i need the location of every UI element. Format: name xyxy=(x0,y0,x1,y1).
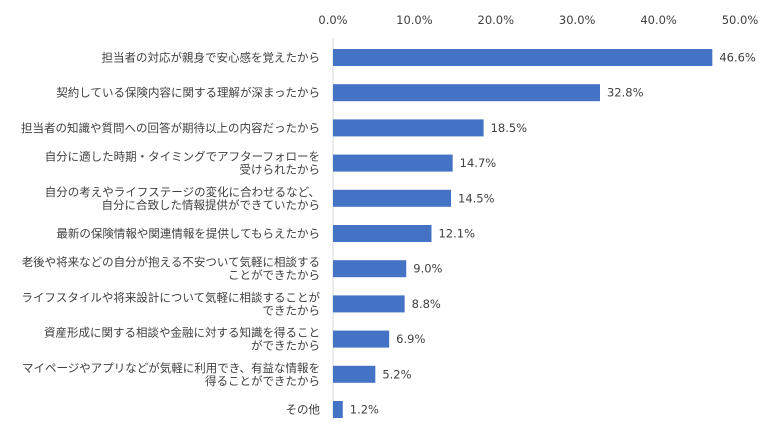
x-tick-label: 10.0% xyxy=(396,13,433,27)
data-label: 14.7% xyxy=(460,156,497,170)
category-label: マイページやアプリなどが気軽に利用でき、有益な情報を xyxy=(22,361,320,375)
bar xyxy=(333,119,484,137)
category-label: できたから xyxy=(263,303,321,317)
category-label: その他 xyxy=(286,403,321,417)
x-tick-label: 0.0% xyxy=(318,13,347,27)
category-label: ができたから xyxy=(251,339,320,353)
category-label: 担当者の対応が親身で安心感を覚えたから xyxy=(102,51,321,65)
x-axis-ticks: 0.0% 10.0% 20.0% 30.0% 40.0% 50.0% xyxy=(318,13,758,420)
category-labels: 担当者の対応が親身で安心感を覚えたから契約している保険内容に関する理解が深まった… xyxy=(21,51,320,417)
bar xyxy=(333,401,343,418)
bar xyxy=(333,49,713,66)
category-label: 自分に適した時期・タイミングでアフターフォローを xyxy=(45,150,320,164)
bar xyxy=(333,154,453,172)
category-label: 資産形成に関する相談や金融に対する知識を得ること xyxy=(44,326,320,340)
bar xyxy=(333,225,432,242)
bar xyxy=(333,84,600,102)
bar xyxy=(333,330,390,348)
data-label: 5.2% xyxy=(382,367,411,381)
bars xyxy=(333,49,713,418)
x-tick-label: 40.0% xyxy=(640,13,677,27)
category-label: 得ることができたから xyxy=(205,374,320,388)
data-label: 12.1% xyxy=(438,227,475,241)
data-label: 9.0% xyxy=(413,262,442,276)
data-label: 46.6% xyxy=(719,51,756,65)
data-label: 32.8% xyxy=(607,86,644,100)
value-labels: 46.6% 32.8% 18.5% 14.7% 14.5% 12.1% 9.0% 8.8% 6.… xyxy=(350,51,756,417)
bar xyxy=(333,365,376,383)
data-label: 8.8% xyxy=(412,297,441,311)
category-label: ことができたから xyxy=(228,268,320,282)
data-label: 6.9% xyxy=(396,332,425,346)
category-label: 受けられたから xyxy=(240,163,321,177)
bar xyxy=(333,260,407,278)
category-label: 担当者の知識や質問への回答が期待以上の内容だったから xyxy=(21,121,320,135)
x-tick-label: 20.0% xyxy=(478,13,515,27)
data-label: 18.5% xyxy=(491,121,528,135)
bar xyxy=(333,189,452,207)
category-label: 老後や将来などの自分が抱える不安ついて気軽に相談する xyxy=(22,255,320,269)
data-label: 1.2% xyxy=(350,403,379,417)
bar xyxy=(333,295,405,313)
x-tick-label: 50.0% xyxy=(722,13,759,27)
category-label: 自分に合致した情報提供ができていたから xyxy=(102,198,321,212)
category-label: 最新の保険情報や関連情報を提供してもらえたから xyxy=(56,227,320,241)
data-label: 14.5% xyxy=(458,191,495,205)
x-tick-label: 30.0% xyxy=(559,13,596,27)
category-label: 自分の考えやライフステージの変化に合わせるなど、 xyxy=(45,185,320,199)
category-label: ライフスタイルや将来設計について気軽に相談することが xyxy=(21,290,320,304)
category-label: 契約している保険内容に関する理解が深まったから xyxy=(56,86,320,100)
